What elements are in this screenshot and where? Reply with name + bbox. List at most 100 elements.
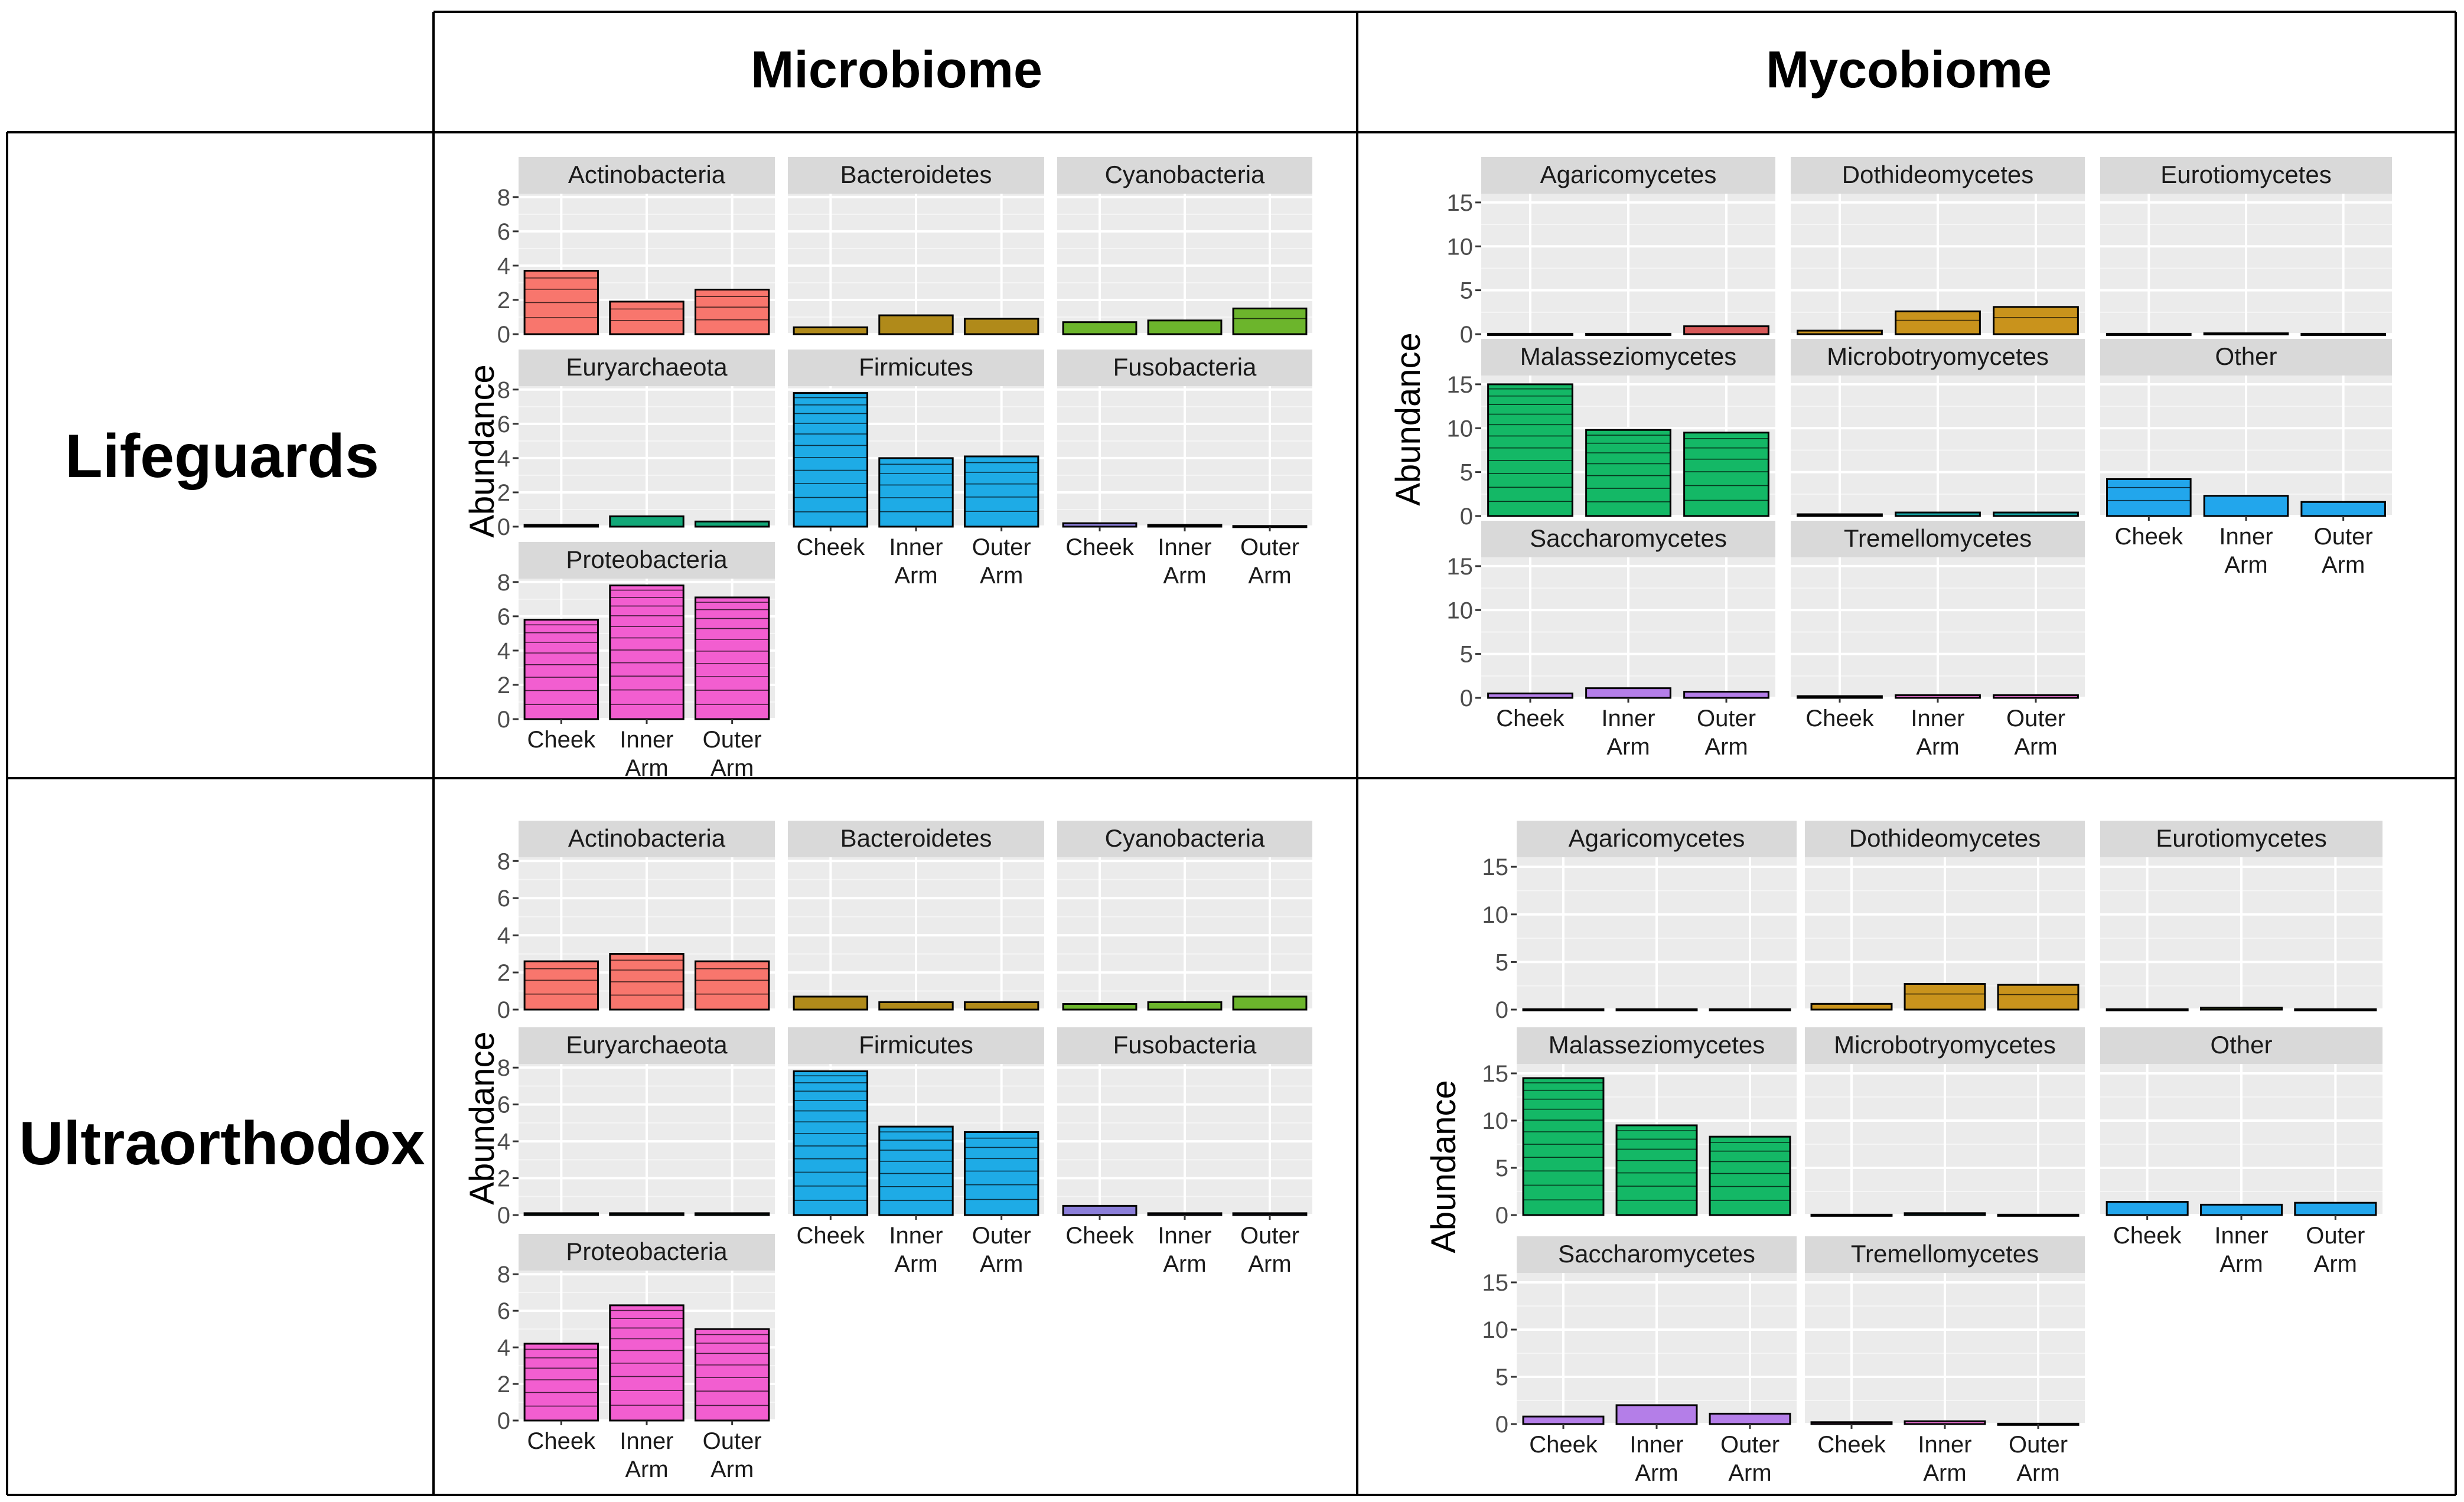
y-axis-title: Abundance [1389, 332, 1427, 505]
y-tick-label: 4 [497, 1129, 510, 1155]
x-tick-label: Outer Arm [1697, 706, 1756, 760]
y-tick-label: 15 [1447, 554, 1474, 580]
y-tick-label: 0 [1495, 997, 1508, 1023]
y-tick-label: 0 [497, 997, 510, 1023]
y-tick-label: 2 [497, 1166, 510, 1192]
facet-strip [1791, 339, 2085, 376]
bar-proteobacteria-outer-arm [694, 596, 770, 720]
bar-tremellomycetes-cheek [1810, 1421, 1893, 1425]
bar-agaricomycetes-cheek [1522, 1008, 1605, 1011]
y-tick-label: 6 [497, 219, 510, 245]
bar-saccharomycetes-inner-arm [1585, 687, 1671, 699]
y-tick-label: 10 [1482, 1108, 1509, 1134]
y-tick-label: 4 [497, 923, 510, 949]
y-tick-label: 5 [1495, 949, 1508, 975]
bar-microbotryomycetes-outer-arm [1993, 511, 2079, 517]
x-tick-label: Outer Arm [972, 534, 1031, 589]
bar-tremellomycetes-outer-arm [1993, 694, 2079, 699]
bar-cyanobacteria-inner-arm [1147, 1001, 1223, 1011]
facet-strip-label: Cyanobacteria [1105, 824, 1265, 852]
facet-firmicutes: Firmicutes [788, 1027, 1044, 1216]
bar-bacteroidetes-outer-arm [963, 1001, 1039, 1011]
bar-firmicutes-cheek [793, 1070, 869, 1216]
facet-malasseziomycetes: Malasseziomycetes 0 5 10 15 [1482, 1027, 1797, 1229]
bar-euryarchaeota-outer-arm [694, 1212, 770, 1216]
x-tick-label: Outer Arm [2314, 524, 2373, 578]
x-tick-label: Inner Arm [1601, 706, 1655, 760]
facet-strip [1057, 821, 1312, 857]
y-tick-label: 4 [497, 446, 510, 472]
facet-strip [2100, 1027, 2382, 1064]
x-tick-label: Cheek [797, 1223, 866, 1249]
facet-strip-label: Fusobacteria [1113, 1031, 1257, 1059]
facet-proteobacteria: Proteobacteria 0 2 4 6 8 [497, 542, 775, 733]
bar-cyanobacteria-outer-arm [1232, 995, 1308, 1011]
facet-dothideomycetes: Dothideomycetes [1805, 821, 2085, 1011]
bar-bacteroidetes-inner-arm [878, 1001, 954, 1011]
facet-actinobacteria: Actinobacteria 0 2 4 6 8 [497, 821, 775, 1023]
y-tick-label: 0 [497, 514, 510, 540]
bar-other-inner-arm [2199, 1203, 2283, 1216]
y-tick-label: 5 [1495, 1364, 1508, 1390]
y-tick-label: 5 [1460, 642, 1473, 668]
x-tick-label: Cheek [1529, 1432, 1598, 1458]
bar-saccharomycetes-outer-arm [1683, 691, 1769, 699]
facet-strip-label: Other [2215, 342, 2277, 370]
x-tick-label: Cheek [1065, 1223, 1135, 1249]
facet-strip [1481, 339, 1775, 376]
facet-microbotryomycetes: Microbotryomycetes [1791, 339, 2085, 517]
y-tick-label: 15 [1447, 190, 1474, 216]
bar-saccharomycetes-inner-arm [1615, 1404, 1698, 1425]
y-tick-label: 0 [1460, 685, 1473, 711]
bar-firmicutes-outer-arm [963, 1131, 1039, 1216]
facet-firmicutes: Firmicutes [788, 350, 1044, 528]
facet-strip-label: Cyanobacteria [1105, 161, 1265, 188]
y-tick-label: 8 [497, 1262, 510, 1288]
x-tick-label: Cheek [1496, 706, 1565, 732]
facet-strip-label: Malasseziomycetes [1520, 342, 1736, 370]
facet-strip [788, 1027, 1044, 1064]
facet-strip-label: Tremellomycetes [1851, 1240, 2039, 1268]
y-tick-label: 15 [1482, 854, 1509, 880]
facet-strip [519, 542, 775, 579]
y-tick-label: 6 [497, 604, 510, 630]
bar-dothideomycetes-outer-arm [1997, 984, 2080, 1011]
y-tick-label: 2 [497, 672, 510, 698]
bar-fusobacteria-cheek [1062, 1204, 1138, 1216]
y-tick-label: 8 [497, 848, 510, 874]
facet-strip [519, 1027, 775, 1064]
bar-fusobacteria-outer-arm [1232, 1212, 1308, 1216]
facet-euryarchaeota: Euryarchaeota 0 2 4 6 8 [497, 350, 775, 540]
y-tick-label: 2 [497, 480, 510, 506]
bar-fusobacteria-inner-arm [1147, 1212, 1223, 1216]
bar-microbotryomycetes-inner-arm [1904, 1212, 1986, 1216]
facet-agaricomycetes: Agaricomycetes 0 5 10 15 [1482, 821, 1797, 1023]
y-tick-label: 5 [1460, 278, 1473, 304]
x-tick-label: Inner Arm [889, 1223, 943, 1277]
facet-strip [1057, 1027, 1312, 1064]
facet-dothideomycetes: Dothideomycetes [1791, 157, 2085, 335]
y-tick-label: 6 [497, 1092, 510, 1118]
facet-strip-label: Dothideomycetes [1842, 161, 2034, 188]
facet-strip-label: Microbotryomycetes [1834, 1031, 2056, 1059]
facet-strip [1057, 157, 1312, 194]
y-tick-label: 8 [497, 1055, 510, 1081]
bar-actinobacteria-cheek [523, 960, 599, 1011]
facet-strip-label: Bacteroidetes [840, 161, 992, 188]
facet-fusobacteria: Fusobacteria [1057, 350, 1312, 528]
facet-strip-label: Actinobacteria [568, 824, 726, 852]
y-tick-label: 15 [1447, 372, 1474, 398]
bar-firmicutes-cheek [793, 392, 869, 528]
bar-euryarchaeota-cheek [523, 524, 599, 528]
facet-strip-label: Proteobacteria [566, 546, 728, 573]
facet-microbotryomycetes: Microbotryomycetes [1805, 1027, 2085, 1217]
bar-microbotryomycetes-cheek [1797, 513, 1883, 517]
table-frame [6, 11, 2457, 1496]
bar-eurotiomycetes-cheek [2106, 1008, 2189, 1011]
row-header-ultraorthodox: Ultraorthodox [19, 1109, 425, 1178]
x-tick-label: Inner Arm [620, 727, 673, 781]
row-header-lifeguards: Lifeguards [65, 422, 379, 491]
x-tick-label: Outer Arm [703, 1428, 762, 1483]
bar-cyanobacteria-outer-arm [1232, 307, 1308, 335]
facet-strip-label: Firmicutes [859, 353, 973, 381]
